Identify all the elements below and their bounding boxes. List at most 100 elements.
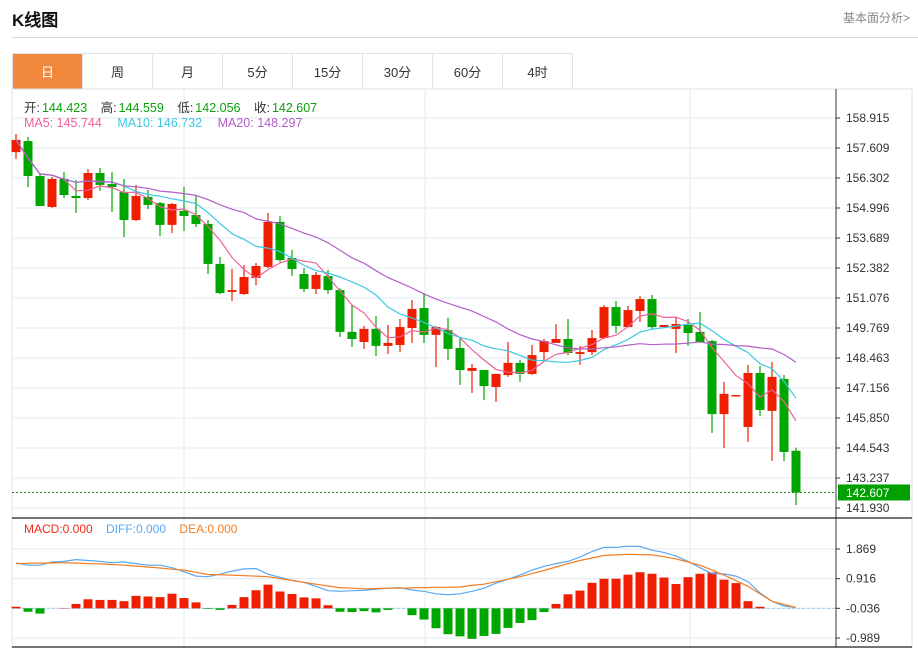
candle-body	[395, 327, 405, 345]
macd-histogram-bar	[443, 608, 453, 635]
diff-value: DIFF:0.000	[106, 522, 167, 536]
candle-body	[131, 195, 141, 221]
y-tick-label: 156.302	[846, 171, 890, 185]
candle-body	[47, 178, 57, 207]
fundamental-analysis-link[interactable]: 基本面分析>	[842, 11, 910, 25]
candle-body	[647, 299, 657, 328]
macd-histogram-bar	[239, 597, 249, 609]
macd-histogram-bar	[563, 594, 573, 609]
candle-body	[167, 203, 177, 225]
macd-histogram-bar	[755, 606, 765, 609]
macd-histogram-bar	[263, 584, 273, 609]
candle-body	[359, 328, 369, 342]
tab-day[interactable]: 日	[13, 54, 83, 89]
candle-body	[35, 175, 45, 207]
macd-histogram-bar	[611, 578, 621, 609]
ma5-value: MA5: 145.744	[24, 116, 102, 130]
period-tabs: 日 周 月 5分 15分 30分 60分 4时	[12, 53, 573, 89]
candle-body	[83, 172, 93, 199]
y-tick-label: 157.609	[846, 141, 890, 155]
close-label: 收:	[253, 101, 270, 115]
candle-body	[239, 277, 249, 294]
candle-body	[11, 139, 21, 153]
tab-60min[interactable]: 60分	[433, 54, 503, 89]
macd-histogram-bar	[491, 608, 501, 634]
candle-body	[695, 331, 705, 342]
candle-body	[563, 339, 573, 354]
macd-histogram-bar	[635, 572, 645, 609]
candle-body	[599, 307, 609, 339]
macd-value: MACD:0.000	[24, 522, 93, 536]
macd-histogram-bar	[203, 608, 213, 609]
tab-4hour[interactable]: 4时	[503, 54, 573, 89]
macd-histogram-bar	[275, 591, 285, 609]
macd-histogram-bar	[299, 597, 309, 609]
tab-5min[interactable]: 5分	[223, 54, 293, 89]
ohlc-legend: 开: 144.423 高: 144.559 低: 142.056 收: 142.607	[24, 97, 327, 116]
dea-line	[15, 553, 797, 609]
candle-body	[611, 307, 621, 326]
macd-histogram-bar	[707, 572, 717, 609]
macd-histogram-bar	[623, 574, 633, 609]
macd-histogram-bar	[683, 577, 693, 609]
macd-histogram-bar	[11, 606, 21, 609]
candle-body	[551, 339, 561, 343]
candle-body	[467, 367, 477, 371]
macd-histogram-bar	[287, 593, 297, 609]
macd-histogram-bar	[695, 573, 705, 609]
ma5-line	[15, 139, 797, 422]
candle-body	[251, 265, 261, 278]
candle-body	[107, 184, 117, 187]
candle-body	[515, 362, 525, 374]
current-price-badge	[838, 484, 910, 501]
ma-legend: MA5: 145.744 MA10: 146.732 MA20: 148.297	[24, 116, 304, 130]
macd-histogram-bar	[143, 596, 153, 609]
macd-histogram-bar	[311, 598, 321, 609]
y-tick-label: 153.689	[846, 231, 890, 245]
candle-body	[635, 299, 645, 311]
candle-body	[443, 330, 453, 349]
tab-30min[interactable]: 30分	[363, 54, 433, 89]
macd-histogram-bar	[539, 608, 549, 613]
header-divider	[12, 37, 918, 38]
candle-body	[575, 352, 585, 354]
tab-week[interactable]: 周	[83, 54, 153, 89]
candle-body	[59, 178, 69, 196]
candle-body	[491, 373, 501, 387]
macd-histogram-bar	[599, 578, 609, 609]
candle-body	[779, 378, 789, 452]
ma10-line	[15, 139, 797, 399]
ma10-value: MA10: 146.732	[117, 116, 203, 130]
tab-month[interactable]: 月	[153, 54, 223, 89]
candle-body	[191, 215, 201, 224]
macd-histogram-bar	[731, 583, 741, 609]
y-tick-label: 158.915	[846, 111, 890, 125]
y-tick-label: 141.930	[846, 501, 890, 515]
candle-body	[311, 274, 321, 289]
macd-histogram-bar	[527, 608, 537, 621]
candle-body	[287, 257, 297, 269]
candle-body	[383, 342, 393, 346]
ma20-value: MA20: 148.297	[217, 116, 303, 130]
y-tick-label: 143.237	[846, 471, 890, 485]
tab-15min[interactable]: 15分	[293, 54, 363, 89]
candle-body	[299, 274, 309, 289]
candle-body	[743, 372, 753, 427]
y-tick-label: 154.996	[846, 201, 890, 215]
macd-histogram-bar	[191, 602, 201, 609]
candle-body	[455, 347, 465, 371]
candle-body	[263, 221, 273, 267]
macd-histogram-bar	[95, 599, 105, 609]
macd-histogram-bar	[179, 598, 189, 609]
low-value: 142.056	[195, 101, 241, 115]
diff-line	[15, 545, 797, 609]
candle-body	[527, 355, 537, 374]
macd-histogram-bar	[35, 608, 45, 614]
candle-body	[683, 324, 693, 334]
candle-body	[767, 376, 777, 411]
candle-body	[623, 310, 633, 328]
macd-histogram-bar	[71, 603, 81, 609]
macd-histogram-bar	[671, 584, 681, 609]
candle-body	[503, 362, 513, 376]
